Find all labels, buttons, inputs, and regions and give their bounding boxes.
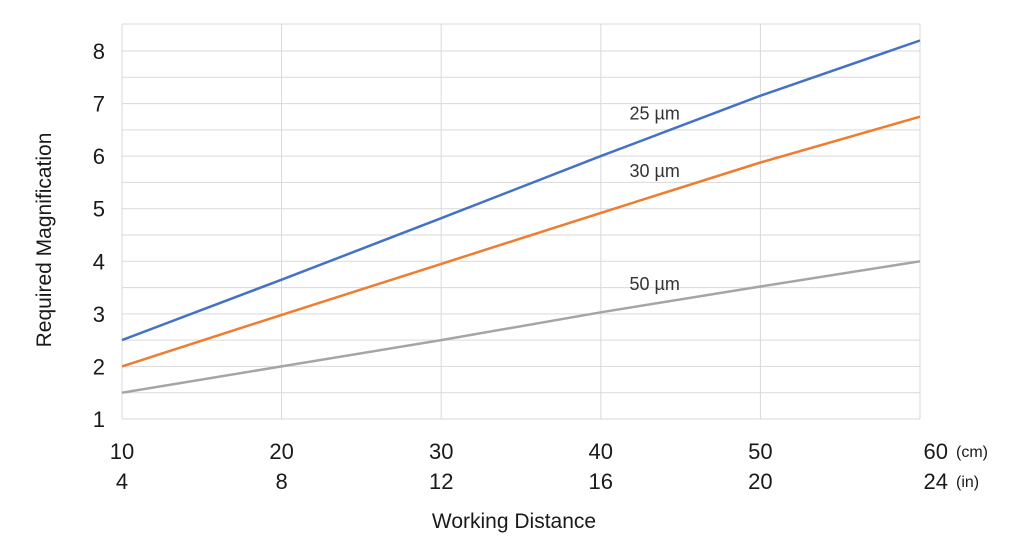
y-axis-title: Required Magnification	[33, 133, 56, 348]
x-axis-unit-cm: (cm)	[956, 444, 988, 461]
series-line-1	[121, 115, 921, 368]
y-tick-label: 4	[93, 249, 105, 274]
y-tick-label: 6	[93, 144, 105, 169]
series-label-2: 50 µm	[630, 274, 680, 294]
x-tick-label-in: 20	[748, 469, 772, 494]
y-tick-label: 5	[93, 197, 105, 222]
series-labels: 25 µm 30 µm 50 µm	[630, 103, 680, 294]
x-axis-ticks: 10 4 20 8 30 12 40 16 50 20 60 24	[110, 439, 948, 494]
x-axis-title: Working Distance	[432, 510, 596, 533]
y-tick-label: 1	[93, 407, 105, 432]
x-tick-label-cm: 60	[924, 439, 948, 464]
x-tick-label-in: 4	[116, 469, 128, 494]
x-tick-label-cm: 40	[589, 439, 613, 464]
x-tick-label-in: 12	[429, 469, 453, 494]
series-lines	[121, 39, 921, 394]
x-tick-label-cm: 30	[429, 439, 453, 464]
x-tick-label-cm: 50	[748, 439, 772, 464]
gridlines	[121, 23, 921, 420]
y-tick-label: 3	[93, 302, 105, 327]
y-tick-label: 7	[93, 92, 105, 117]
x-tick-label-cm: 20	[269, 439, 293, 464]
x-tick-label-in: 24	[924, 469, 948, 494]
x-tick-label-in: 16	[589, 469, 613, 494]
y-axis-ticks: 1 2 3 4 5 6 7 8	[93, 39, 105, 432]
series-label-0: 25 µm	[630, 103, 680, 123]
y-tick-label: 2	[93, 354, 105, 379]
x-axis-unit-in: (in)	[956, 474, 979, 491]
series-line-2	[121, 260, 921, 394]
series-label-1: 30 µm	[630, 161, 680, 181]
y-tick-label: 8	[93, 39, 105, 64]
x-tick-label-in: 8	[275, 469, 287, 494]
series-line-0	[121, 39, 921, 342]
x-tick-label-cm: 10	[110, 439, 134, 464]
